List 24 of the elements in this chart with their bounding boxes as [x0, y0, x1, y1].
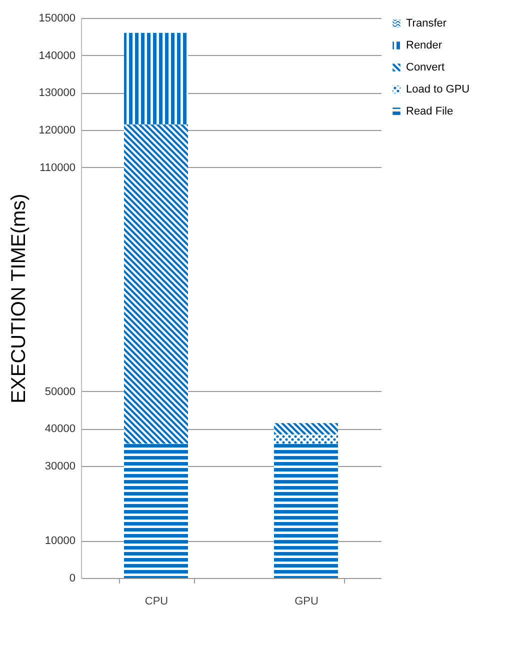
legend-label: Convert: [406, 62, 445, 74]
y-tick-label: 50000: [44, 386, 76, 398]
y-tick-label: 10000: [44, 535, 76, 548]
bar: [274, 423, 338, 434]
y-tick-label: 130000: [38, 87, 76, 100]
bar: [124, 124, 188, 444]
y-tick-label: 0: [69, 572, 76, 584]
bar: [124, 444, 188, 578]
x-tick-label: CPU: [144, 596, 168, 608]
y-tick-label: 30000: [44, 460, 76, 472]
y-tick-label: 40000: [44, 423, 76, 436]
y-tick-label: 110000: [40, 162, 76, 174]
bar: [124, 32, 188, 124]
bar: [274, 444, 338, 578]
legend-label: Transfer: [406, 18, 447, 30]
y-tick-label: 120000: [38, 124, 76, 136]
bar: [274, 434, 338, 444]
legend-label: Read File: [406, 106, 454, 118]
legend-label: Load to GPU: [406, 84, 470, 96]
legend-label: Render: [406, 40, 442, 52]
y-tick-label: 140000: [38, 50, 76, 62]
y-tick-label: 150000: [38, 12, 76, 24]
x-tick-label: GPU: [294, 596, 318, 608]
y-axis-title: EXECUTION TIME(ms): [8, 194, 30, 404]
